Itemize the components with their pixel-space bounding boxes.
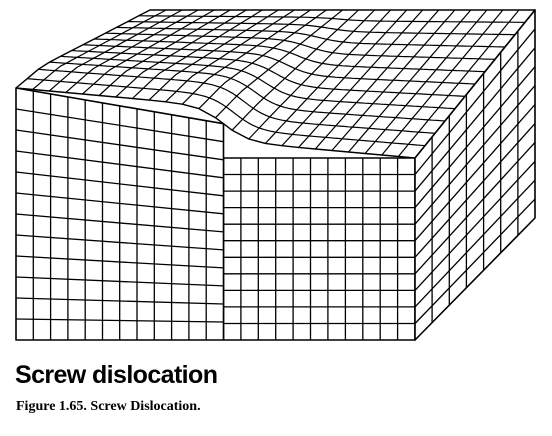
top-surface-column-line <box>131 9 263 99</box>
right-face-row-line <box>414 104 536 242</box>
top-surface-column-line <box>231 9 359 131</box>
top-surface-column-line <box>281 9 408 147</box>
front-face-left-row-line <box>15 171 224 197</box>
right-face-row-line <box>414 179 536 308</box>
top-surface-column-line <box>248 9 376 140</box>
right-face-row-line <box>414 198 536 324</box>
screw-dislocation-crystal-diagram <box>15 9 536 341</box>
front-face-left-row-line <box>15 108 224 143</box>
right-face-row-line <box>414 85 536 225</box>
front-face-left-row-line <box>15 129 224 161</box>
top-surface-column-line <box>181 9 311 105</box>
top-surface-column-line <box>98 9 231 96</box>
top-surface-column-line <box>381 9 504 156</box>
crystal-right-face <box>414 9 536 341</box>
top-surface-column-line <box>115 9 247 98</box>
top-surface-column-line <box>331 9 456 151</box>
front-face-right-outline <box>222 157 416 341</box>
right-face-row-line <box>414 160 536 291</box>
front-face-left-row-line <box>15 234 224 251</box>
right-face-row-line <box>414 141 536 275</box>
top-surface-column-line <box>148 9 279 101</box>
right-face-row-line <box>414 66 536 209</box>
top-surface-column-line <box>364 9 488 154</box>
top-surface-column-line <box>314 9 440 150</box>
front-face-left-row-line <box>15 297 224 305</box>
top-surface-column-line <box>397 9 520 157</box>
top-surface-column-line <box>264 9 392 144</box>
front-face-left-row-line <box>15 213 224 233</box>
top-surface-column-line <box>165 9 295 103</box>
top-surface-column-line <box>348 9 472 153</box>
front-face-left-row-line <box>15 255 224 269</box>
top-surface-column-line <box>82 9 215 95</box>
top-surface-column-line <box>298 9 424 148</box>
top-surface-column-line <box>32 9 167 90</box>
crystal-top-surface <box>15 9 536 159</box>
figure-caption: Figure 1.65. Screw Dislocation. <box>16 399 201 414</box>
top-surface-column-line <box>198 9 327 110</box>
front-face-left-row-line <box>15 276 224 287</box>
right-face-row-line <box>414 28 536 175</box>
front-face-left-row-line <box>15 318 224 323</box>
diagram-title: Screw dislocation <box>15 361 218 389</box>
top-surface-column-line <box>65 9 199 93</box>
front-face-left-row-line <box>15 192 224 215</box>
top-surface-column-line <box>215 9 343 119</box>
top-surface-column-line <box>48 9 183 92</box>
front-face-left-row-line <box>15 150 224 179</box>
right-face-row-line <box>414 47 536 192</box>
right-face-row-line <box>414 123 536 258</box>
crystal-front-face <box>15 87 416 341</box>
